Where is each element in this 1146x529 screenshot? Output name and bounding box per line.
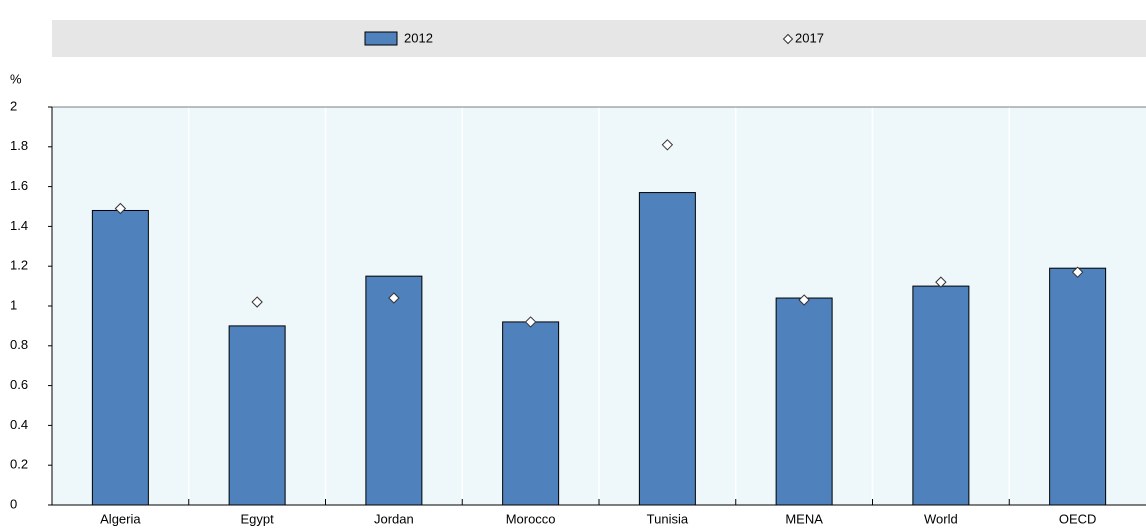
y-tick-label: 1.4	[10, 218, 28, 233]
legend-swatch	[364, 31, 398, 46]
marker	[114, 202, 127, 215]
bar	[1049, 267, 1107, 506]
y-tick-label: 1.2	[10, 258, 28, 273]
marker	[388, 292, 400, 304]
y-tick-label: 1.8	[10, 138, 28, 153]
y-axis-label: %	[10, 71, 22, 86]
bar	[775, 297, 833, 506]
y-tick-label: 0.4	[10, 417, 28, 432]
bar	[228, 325, 286, 506]
y-tick-label: 0	[10, 496, 17, 511]
x-tick-label: World	[924, 511, 958, 526]
x-tick-label: Algeria	[100, 511, 141, 526]
y-tick-label: 0.2	[10, 457, 28, 472]
x-tick-label: Morocco	[506, 511, 556, 526]
bar	[91, 209, 149, 506]
bar	[365, 275, 423, 506]
y-tick-label: 1	[10, 297, 17, 312]
legend-label: 2017	[795, 30, 824, 45]
marker	[798, 294, 810, 306]
x-tick-label: Egypt	[241, 511, 275, 526]
y-tick-label: 0.6	[10, 377, 28, 392]
bar	[502, 321, 560, 506]
marker	[251, 296, 263, 308]
legend-label: 2012	[404, 30, 433, 45]
y-tick-label: 0.8	[10, 337, 28, 352]
marker	[1071, 266, 1084, 278]
x-tick-label: Jordan	[374, 511, 414, 526]
bar	[912, 285, 970, 506]
x-tick-label: Tunisia	[647, 511, 689, 526]
y-tick-label: 1.6	[10, 178, 28, 193]
y-tick-label: 2	[10, 98, 17, 113]
x-tick-label: OECD	[1059, 511, 1097, 526]
marker	[935, 276, 947, 288]
legend-band	[52, 20, 1146, 57]
marker	[524, 316, 537, 328]
bar	[638, 192, 696, 506]
marker	[661, 139, 674, 151]
legend-marker	[782, 33, 794, 45]
x-tick-label: MENA	[785, 511, 823, 526]
